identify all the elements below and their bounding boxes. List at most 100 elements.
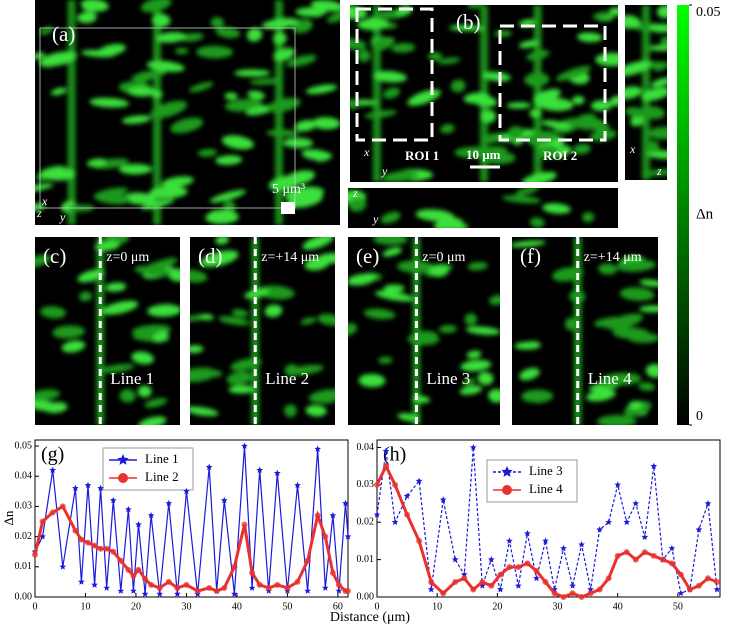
- blob: [429, 264, 450, 278]
- blob: [521, 389, 554, 403]
- blob: [586, 389, 616, 402]
- blob: [599, 377, 616, 388]
- circle-marker: [335, 581, 342, 588]
- blob: [348, 197, 367, 212]
- axis-letter: y: [372, 212, 379, 226]
- blob: [660, 36, 667, 45]
- y-tick-label: 0.04: [357, 442, 375, 453]
- circle-marker: [506, 564, 513, 571]
- blob: [582, 212, 595, 223]
- star-marker: [488, 556, 495, 563]
- circle-marker: [524, 560, 531, 567]
- blob: [625, 86, 642, 100]
- y-tick-label: 0.02: [357, 517, 375, 528]
- star-marker: [84, 481, 92, 489]
- blob: [382, 247, 402, 257]
- circle-marker: [704, 575, 711, 582]
- legend-label: Line 3: [529, 463, 563, 478]
- blob: [507, 126, 524, 140]
- colorbar: [677, 5, 689, 425]
- circle-marker: [265, 584, 272, 591]
- blob: [460, 359, 492, 372]
- blob: [512, 240, 546, 248]
- depth-label: z=+14 μm: [261, 250, 319, 265]
- blob: [302, 237, 334, 250]
- legend-marker: [118, 473, 128, 483]
- star-marker: [524, 530, 531, 537]
- blob: [140, 0, 172, 13]
- charts: 0 10 20 30 40 50 60 0.00 0.01 0.02 0.03 0.04 0.05 (g)…: [1, 439, 721, 625]
- series-line: [34, 445, 349, 595]
- circle-marker: [329, 569, 336, 576]
- y-axis-label: Δn: [1, 510, 16, 525]
- blob: [488, 388, 500, 403]
- circle-marker: [130, 572, 137, 579]
- roi-box: [498, 24, 607, 142]
- star-marker: [221, 496, 228, 504]
- x-tick-label: 30: [553, 601, 563, 612]
- circle-marker: [165, 578, 172, 585]
- axis-letter: z: [36, 206, 42, 220]
- axis-letter: y: [381, 164, 388, 178]
- circle-marker: [713, 579, 720, 586]
- circle-marker: [174, 584, 181, 591]
- axis-letter: x: [629, 142, 636, 156]
- blob: [197, 148, 218, 157]
- star-marker: [506, 537, 513, 544]
- star-marker: [205, 463, 213, 470]
- star-marker: [497, 586, 504, 593]
- y-tick-label: 0.00: [15, 591, 33, 602]
- blob: [89, 97, 130, 108]
- blobs: [348, 188, 595, 228]
- blob: [532, 88, 561, 104]
- blob: [596, 415, 637, 425]
- panel-label: (f): [520, 244, 541, 268]
- blobs: [35, 0, 340, 225]
- blob: [363, 308, 396, 320]
- blob: [317, 313, 335, 326]
- blob: [199, 313, 214, 321]
- colorbar-label: Δn: [696, 206, 714, 222]
- blob: [463, 92, 491, 104]
- blob: [572, 95, 585, 105]
- circle-marker: [416, 537, 423, 544]
- panel-label: (a): [52, 22, 75, 46]
- micrograph: [35, 0, 340, 225]
- circle-marker: [515, 564, 522, 571]
- blob: [372, 71, 407, 83]
- circle-marker: [32, 551, 38, 558]
- micrograph: [625, 5, 667, 180]
- blob: [541, 120, 572, 130]
- blob: [246, 27, 263, 42]
- blob: [146, 60, 185, 72]
- star-marker: [470, 444, 477, 451]
- panel-label: (d): [198, 244, 223, 268]
- blobs: [625, 5, 667, 180]
- blob: [592, 11, 612, 20]
- star-marker: [174, 590, 181, 597]
- blob: [641, 169, 667, 177]
- blob: [529, 217, 545, 228]
- blob: [315, 153, 332, 162]
- circle-marker: [59, 503, 66, 510]
- blob: [365, 17, 379, 29]
- blob: [350, 37, 367, 50]
- blob: [466, 350, 482, 359]
- circle-marker: [695, 582, 702, 589]
- blob: [552, 267, 584, 282]
- x-tick-label: 50: [282, 601, 292, 612]
- blob: [138, 416, 167, 425]
- blobs: [190, 237, 335, 425]
- circle-marker: [479, 579, 486, 586]
- circle-marker: [213, 587, 220, 594]
- circle-marker: [249, 569, 256, 576]
- axis-letter: z: [352, 186, 358, 200]
- star-marker: [415, 477, 423, 484]
- circle-marker: [256, 581, 263, 588]
- blob: [104, 237, 129, 245]
- plot-area: [376, 439, 721, 598]
- star-marker: [322, 584, 329, 591]
- blob: [284, 404, 297, 418]
- circle-marker: [614, 552, 621, 559]
- x-tick-label: 50: [673, 601, 683, 612]
